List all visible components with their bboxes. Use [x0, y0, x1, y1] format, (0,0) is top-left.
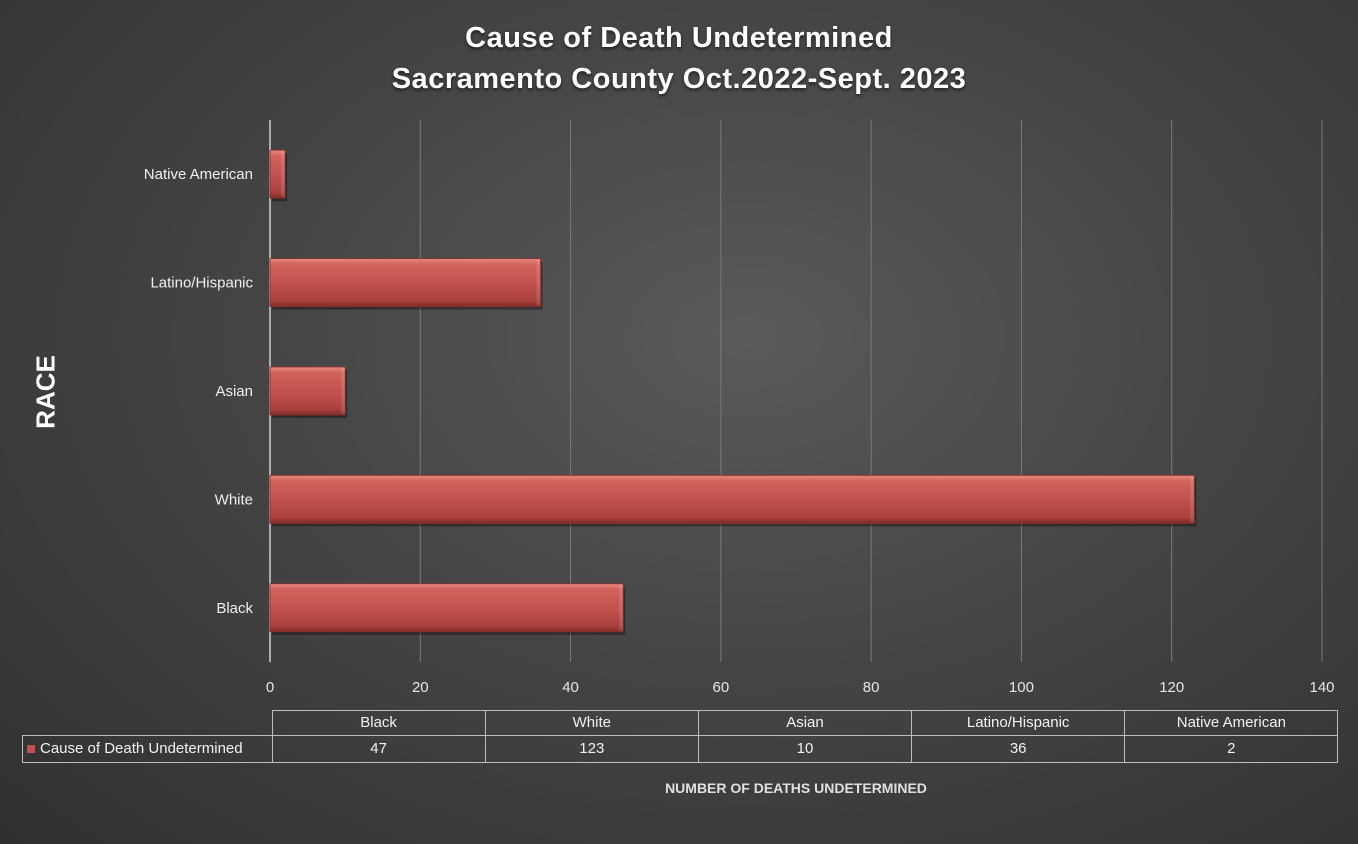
chart-title-line-2: Sacramento County Oct.2022-Sept. 2023 — [391, 63, 967, 95]
x-tick-label: 60 — [713, 679, 730, 696]
bar-white — [269, 474, 1195, 524]
x-tick-label: 20 — [412, 679, 429, 696]
data-table-header-row: Black White Asian Latino/Hispanic Native Ame… — [23, 710, 1339, 736]
bar-asian — [269, 366, 346, 416]
data-table-value-cell: 2 — [1124, 734, 1339, 763]
x-tick-label: 0 — [266, 679, 274, 696]
x-tick-label: 140 — [1309, 679, 1334, 696]
y-category-label: Asian — [215, 383, 253, 400]
bar-bevel — [1190, 476, 1195, 523]
data-table-header-cell: Native American — [1124, 710, 1339, 736]
x-tick-label: 80 — [863, 679, 880, 696]
data-table-header-cell: Black — [271, 710, 486, 736]
data-table-header-cell: White — [484, 710, 699, 736]
x-tick-label: 120 — [1159, 679, 1184, 696]
x-axis-label: NUMBER OF DEATHS UNDETERMINED — [665, 780, 927, 796]
bar-bevel — [536, 259, 541, 306]
series-name: Cause of Death Undetermined — [40, 740, 243, 757]
bar-black — [269, 583, 624, 633]
data-table: Black White Asian Latino/Hispanic Native Ame… — [22, 710, 1339, 763]
y-category-label: Black — [216, 600, 253, 617]
data-table-corner — [23, 711, 273, 736]
chart-title-line-1: Cause of Death Undetermined — [465, 22, 893, 54]
bar-bevel — [619, 584, 624, 631]
bar-native-american — [269, 149, 286, 199]
x-tick-label: 100 — [1009, 679, 1034, 696]
data-table-header-cell: Asian — [697, 710, 913, 736]
y-category-label: Latino/Hispanic — [150, 275, 253, 292]
data-table-value-cell: 10 — [697, 734, 913, 763]
y-category-label: White — [215, 491, 253, 508]
chart-title: Cause of Death Undetermined Sacramento C… — [0, 18, 1358, 100]
legend-key-icon — [27, 745, 35, 754]
data-table-value-cell: 47 — [271, 734, 486, 763]
data-table-row: Cause of Death Undetermined 47 123 10 36 2 — [22, 734, 1339, 763]
bar-latino-hispanic — [269, 258, 541, 308]
data-table-series-label: Cause of Death Undetermined — [22, 734, 273, 763]
x-tick-label: 40 — [562, 679, 579, 696]
bar-bevel — [281, 151, 286, 198]
bar-bevel — [341, 368, 346, 414]
data-table-value-cell: 123 — [484, 734, 699, 763]
data-table-header-cell: Latino/Hispanic — [911, 710, 1126, 736]
data-table-value-cell: 36 — [911, 734, 1126, 763]
y-category-label: Native American — [144, 166, 253, 183]
